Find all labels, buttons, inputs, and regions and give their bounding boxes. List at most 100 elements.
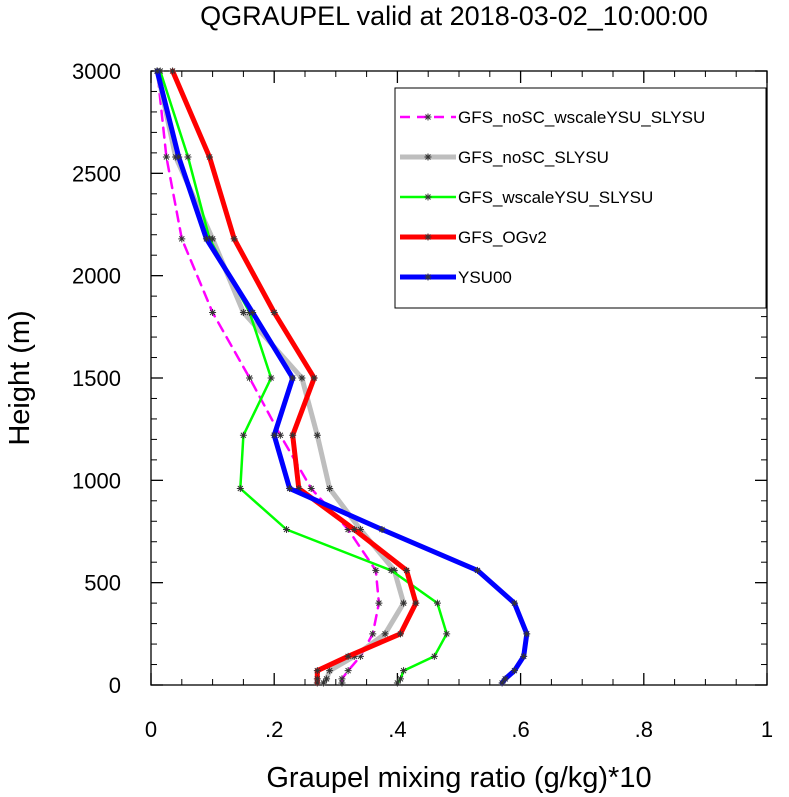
data-point <box>310 374 318 382</box>
legend-box <box>394 87 767 309</box>
data-point <box>153 67 161 75</box>
data-point <box>307 485 315 493</box>
data-point <box>369 630 377 638</box>
data-point <box>430 652 438 660</box>
data-point <box>236 485 244 493</box>
data-point <box>498 679 506 687</box>
data-point <box>319 679 327 687</box>
data-point <box>162 153 170 161</box>
data-point <box>501 675 509 683</box>
legend-label: GFS_noSC_SLYSU <box>458 148 609 167</box>
series-ysu00 <box>153 67 531 687</box>
y-tick-label: 2000 <box>72 264 121 289</box>
data-point <box>396 675 404 683</box>
legend-item: GFS_wscaleYSU_SLYSU <box>400 188 653 207</box>
y-axis-title: Height (m) <box>4 310 36 445</box>
data-point <box>184 153 192 161</box>
data-point <box>523 630 531 638</box>
data-point <box>313 675 321 683</box>
data-point <box>270 309 278 317</box>
data-point <box>381 630 389 638</box>
y-tick-label: 2500 <box>72 161 121 186</box>
data-point <box>356 525 364 533</box>
data-point <box>313 667 321 675</box>
data-point <box>400 667 408 675</box>
data-point <box>443 630 451 638</box>
data-point <box>249 309 257 317</box>
x-tick-label: .2 <box>265 717 283 742</box>
data-point <box>393 679 401 687</box>
legend-marker <box>424 113 432 121</box>
x-tick-label: 1 <box>761 717 773 742</box>
data-point <box>270 431 278 439</box>
data-point <box>209 309 217 317</box>
data-point <box>344 652 352 660</box>
data-point <box>372 566 380 574</box>
chart-title: QGRAUPEL valid at 2018-03-02_10:00:00 <box>200 1 708 31</box>
data-point <box>510 599 518 607</box>
series-layer <box>153 67 531 687</box>
legend-label: GFS_wscaleYSU_SLYSU <box>458 188 653 207</box>
y-tick-label: 1500 <box>72 366 121 391</box>
data-point <box>175 153 183 161</box>
legend-marker <box>424 153 432 161</box>
data-point <box>313 679 321 687</box>
data-point <box>239 431 247 439</box>
data-point <box>286 485 294 493</box>
series-gfs-ogv2 <box>169 67 420 687</box>
data-point <box>283 525 291 533</box>
data-point <box>313 431 321 439</box>
series-gfs-nosc-wscaleysu-slysu <box>153 67 383 687</box>
legend-label: GFS_OGv2 <box>458 228 547 247</box>
data-point <box>289 374 297 382</box>
legend-item: GFS_OGv2 <box>400 228 547 247</box>
data-point <box>433 599 441 607</box>
legend: GFS_noSC_wscaleYSU_SLYSU GFS_noSC_SLYSU GF… <box>394 87 767 309</box>
ticks-layer: 0 .2 .4 .6 .8 1 0 500 1000 1500 2000 2500 3000 <box>72 59 773 742</box>
x-tick-label: .6 <box>511 717 529 742</box>
legend-item: GFS_noSC_wscaleYSU_SLYSU <box>400 108 705 127</box>
data-point <box>350 525 358 533</box>
data-point <box>473 566 481 574</box>
data-point <box>246 374 254 382</box>
x-tick-label: .8 <box>635 717 653 742</box>
data-point <box>378 525 386 533</box>
data-point <box>520 652 528 660</box>
legend-marker <box>424 273 432 281</box>
data-point <box>326 485 334 493</box>
x-axis-title: Graupel mixing ratio (g/kg)*10 <box>266 762 651 794</box>
y-tick-label: 1000 <box>72 468 121 493</box>
data-point <box>239 309 247 317</box>
data-point <box>178 235 186 243</box>
y-tick-label: 3000 <box>72 59 121 84</box>
data-point <box>387 566 395 574</box>
data-point <box>276 431 284 439</box>
data-point <box>396 630 404 638</box>
series-line <box>154 68 407 686</box>
legend-label: YSU00 <box>458 268 512 287</box>
data-point <box>298 374 306 382</box>
data-point <box>169 67 177 75</box>
data-point <box>338 679 346 687</box>
data-point <box>400 599 408 607</box>
x-tick-label: .4 <box>388 717 406 742</box>
legend-marker <box>424 193 432 201</box>
legend-marker <box>424 233 432 241</box>
data-point <box>338 675 346 683</box>
legend-label: GFS_noSC_wscaleYSU_SLYSU <box>458 108 705 127</box>
data-point <box>356 652 364 660</box>
data-point <box>344 525 352 533</box>
data-point <box>289 431 297 439</box>
data-point <box>510 667 518 675</box>
y-tick-label: 0 <box>109 673 121 698</box>
data-point <box>206 153 214 161</box>
legend-item: GFS_noSC_SLYSU <box>400 148 609 167</box>
data-point <box>344 667 352 675</box>
data-point <box>403 566 411 574</box>
data-point <box>412 599 420 607</box>
series-gfs-nosc-slysu <box>153 67 408 687</box>
data-point <box>323 675 331 683</box>
data-point <box>202 235 210 243</box>
data-point <box>230 235 238 243</box>
